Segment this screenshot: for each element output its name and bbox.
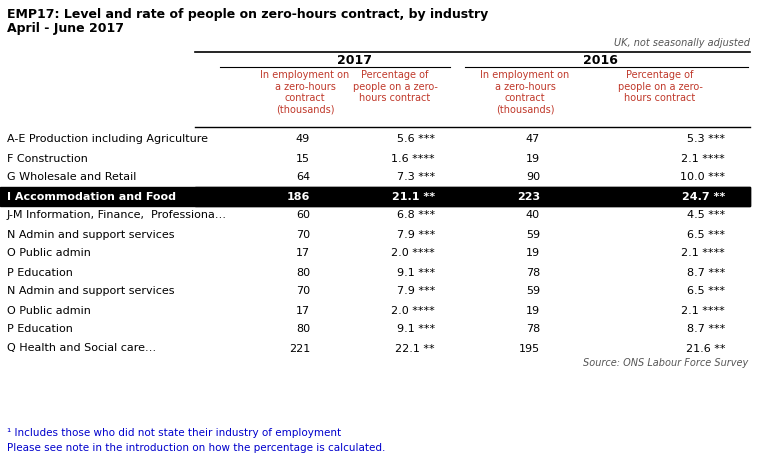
Text: N Admin and support services: N Admin and support services bbox=[7, 229, 174, 240]
Text: 8.7 ***: 8.7 *** bbox=[687, 268, 725, 278]
Text: 9.1 ***: 9.1 *** bbox=[397, 324, 435, 335]
Text: 2.1 ****: 2.1 **** bbox=[681, 249, 725, 258]
Text: 2.1 ****: 2.1 **** bbox=[681, 306, 725, 315]
Text: 78: 78 bbox=[526, 324, 540, 335]
Text: 21.1 **: 21.1 ** bbox=[392, 191, 435, 202]
Text: In employment on
a zero-hours
contract
(thousands): In employment on a zero-hours contract (… bbox=[481, 70, 569, 115]
Text: 10.0 ***: 10.0 *** bbox=[680, 173, 725, 183]
Text: 5.3 ***: 5.3 *** bbox=[687, 134, 725, 145]
Text: 223: 223 bbox=[517, 191, 540, 202]
Text: 7.3 ***: 7.3 *** bbox=[397, 173, 435, 183]
Text: 221: 221 bbox=[289, 344, 310, 353]
Bar bbox=[0, 187, 750, 206]
Text: 186: 186 bbox=[287, 191, 310, 202]
Text: Percentage of
people on a zero-
hours contract: Percentage of people on a zero- hours co… bbox=[352, 70, 437, 103]
Text: 2.0 ****: 2.0 **** bbox=[391, 306, 435, 315]
Text: A-E Production including Agriculture: A-E Production including Agriculture bbox=[7, 134, 208, 145]
Text: G Wholesale and Retail: G Wholesale and Retail bbox=[7, 173, 136, 183]
Text: April - June 2017: April - June 2017 bbox=[7, 22, 124, 35]
Text: Q Health and Social care…: Q Health and Social care… bbox=[7, 344, 156, 353]
Text: 6.5 ***: 6.5 *** bbox=[687, 229, 725, 240]
Text: 19: 19 bbox=[526, 154, 540, 163]
Text: 19: 19 bbox=[526, 306, 540, 315]
Text: 2.0 ****: 2.0 **** bbox=[391, 249, 435, 258]
Text: 49: 49 bbox=[296, 134, 310, 145]
Text: 60: 60 bbox=[296, 211, 310, 220]
Text: 21.6 **: 21.6 ** bbox=[685, 344, 725, 353]
Text: P Education: P Education bbox=[7, 324, 73, 335]
Text: 7.9 ***: 7.9 *** bbox=[396, 229, 435, 240]
Text: 9.1 ***: 9.1 *** bbox=[397, 268, 435, 278]
Text: 59: 59 bbox=[526, 229, 540, 240]
Text: 90: 90 bbox=[526, 173, 540, 183]
Text: 19: 19 bbox=[526, 249, 540, 258]
Text: 6.8 ***: 6.8 *** bbox=[397, 211, 435, 220]
Text: 78: 78 bbox=[526, 268, 540, 278]
Text: 80: 80 bbox=[296, 324, 310, 335]
Text: 7.9 ***: 7.9 *** bbox=[396, 286, 435, 297]
Text: P Education: P Education bbox=[7, 268, 73, 278]
Text: I Accommodation and Food: I Accommodation and Food bbox=[7, 191, 176, 202]
Text: 24.7 **: 24.7 ** bbox=[681, 191, 725, 202]
Text: J-M Information, Finance,  Professiona…: J-M Information, Finance, Professiona… bbox=[7, 211, 227, 220]
Text: F Construction: F Construction bbox=[7, 154, 88, 163]
Text: 2016: 2016 bbox=[583, 54, 618, 67]
Text: 195: 195 bbox=[519, 344, 540, 353]
Text: 17: 17 bbox=[296, 249, 310, 258]
Text: 47: 47 bbox=[526, 134, 540, 145]
Bar bbox=[195, 187, 750, 206]
Text: In employment on
a zero-hours
contract
(thousands): In employment on a zero-hours contract (… bbox=[261, 70, 349, 115]
Text: Source: ONS Labour Force Survey: Source: ONS Labour Force Survey bbox=[583, 358, 748, 368]
Text: 70: 70 bbox=[296, 229, 310, 240]
Text: 8.7 ***: 8.7 *** bbox=[687, 324, 725, 335]
Text: 22.1 **: 22.1 ** bbox=[396, 344, 435, 353]
Text: 4.5 ***: 4.5 *** bbox=[687, 211, 725, 220]
Text: 40: 40 bbox=[526, 211, 540, 220]
Text: EMP17: Level and rate of people on zero-hours contract, by industry: EMP17: Level and rate of people on zero-… bbox=[7, 8, 488, 21]
Text: 1.6 ****: 1.6 **** bbox=[391, 154, 435, 163]
Text: 15: 15 bbox=[296, 154, 310, 163]
Text: 80: 80 bbox=[296, 268, 310, 278]
Text: O Public admin: O Public admin bbox=[7, 306, 91, 315]
Text: 70: 70 bbox=[296, 286, 310, 297]
Text: 59: 59 bbox=[526, 286, 540, 297]
Text: 6.5 ***: 6.5 *** bbox=[687, 286, 725, 297]
Text: N Admin and support services: N Admin and support services bbox=[7, 286, 174, 297]
Text: UK, not seasonally adjusted: UK, not seasonally adjusted bbox=[614, 38, 750, 48]
Text: Percentage of
people on a zero-
hours contract: Percentage of people on a zero- hours co… bbox=[618, 70, 703, 103]
Text: 2017: 2017 bbox=[337, 54, 372, 67]
Text: ¹ Includes those who did not state their industry of employment: ¹ Includes those who did not state their… bbox=[7, 428, 341, 438]
Text: 17: 17 bbox=[296, 306, 310, 315]
Text: 2.1 ****: 2.1 **** bbox=[681, 154, 725, 163]
Text: Please see note in the introduction on how the percentage is calculated.: Please see note in the introduction on h… bbox=[7, 443, 385, 453]
Text: 64: 64 bbox=[296, 173, 310, 183]
Text: O Public admin: O Public admin bbox=[7, 249, 91, 258]
Text: 5.6 ***: 5.6 *** bbox=[397, 134, 435, 145]
